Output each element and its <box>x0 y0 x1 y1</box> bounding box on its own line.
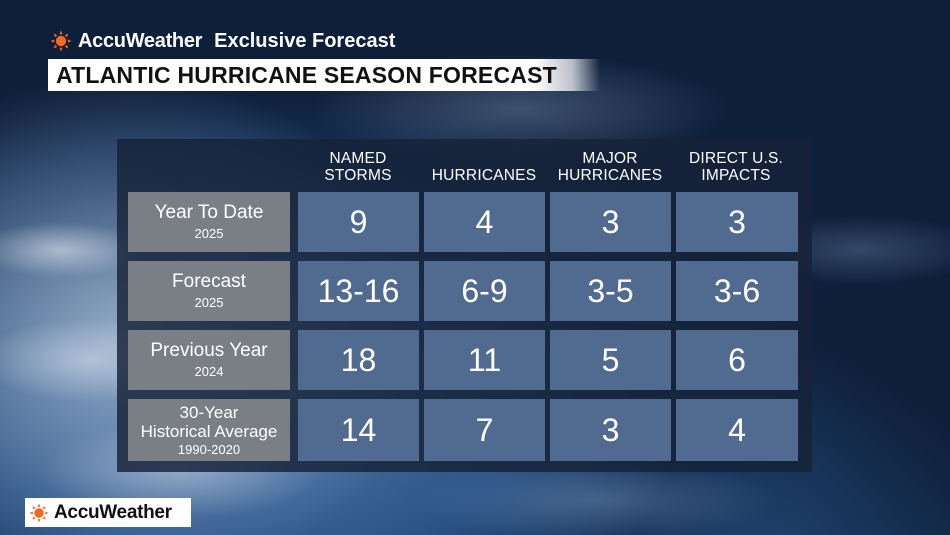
title-banner <box>48 59 600 91</box>
row-label-text: 30-Year <box>179 402 239 422</box>
table-cell: 11 <box>424 330 545 390</box>
row-label-year: 2025 <box>194 226 224 241</box>
column-header-line <box>422 150 546 167</box>
table-cell: 4 <box>676 399 798 461</box>
table-cell: 18 <box>298 330 419 390</box>
row-label-year: 2025 <box>194 295 224 310</box>
sun-icon <box>29 502 49 523</box>
brand-name: AccuWeather <box>78 29 203 52</box>
table-cell: 3-6 <box>676 261 798 321</box>
table-cell: 4 <box>424 192 545 252</box>
row-label-forecast: Forecast 2025 <box>128 261 290 321</box>
brand-header: AccuWeather Exclusive Forecast <box>50 29 395 53</box>
column-header-line: STORMS <box>324 167 392 184</box>
row-label-text: Historical Average <box>140 421 278 441</box>
table-cell: 14 <box>298 399 419 461</box>
row-label-text: Forecast <box>172 271 246 292</box>
footer-brand-name: AccuWeather <box>54 501 172 523</box>
brand-subtitle: Exclusive Forecast <box>214 29 396 52</box>
column-header-line: MAJOR <box>582 150 638 167</box>
column-header-hurricanes: HURRICANES <box>422 150 546 184</box>
column-header-major-hurricanes: MAJOR HURRICANES <box>548 150 672 184</box>
row-label-year: 1990-2020 <box>177 441 241 457</box>
column-header-line: IMPACTS <box>701 167 771 184</box>
row-label-text: Year To Date <box>154 202 264 223</box>
table-cell: 3-5 <box>550 261 671 321</box>
table-cell: 5 <box>550 330 671 390</box>
column-header-line: NAMED <box>329 150 387 167</box>
table-cell: 3 <box>550 192 671 252</box>
column-header-line: DIRECT U.S. <box>688 150 784 167</box>
row-label-historical-average: 30-Year Historical Average 1990-2020 <box>128 399 290 461</box>
table-cell: 13-16 <box>298 261 419 321</box>
row-label-year-to-date: Year To Date 2025 <box>128 192 290 252</box>
column-header-direct-us-impacts: DIRECT U.S. IMPACTS <box>674 150 798 184</box>
column-header-line: HURRICANES <box>557 167 663 184</box>
table-cell: 6-9 <box>424 261 545 321</box>
row-label-previous-year: Previous Year 2024 <box>128 330 290 390</box>
sun-icon <box>50 30 72 52</box>
brand-footer: AccuWeather <box>25 498 191 527</box>
column-header-named-storms: NAMED STORMS <box>298 150 418 184</box>
row-label-year: 2024 <box>194 364 224 379</box>
table-cell: 7 <box>424 399 545 461</box>
table-cell: 3 <box>676 192 798 252</box>
table-cell: 9 <box>298 192 419 252</box>
column-header-line: HURRICANES <box>431 167 537 184</box>
table-cell: 3 <box>550 399 671 461</box>
page-title: ATLANTIC HURRICANE SEASON FORECAST <box>56 62 557 88</box>
row-label-text: Previous Year <box>150 340 268 361</box>
table-cell: 6 <box>676 330 798 390</box>
